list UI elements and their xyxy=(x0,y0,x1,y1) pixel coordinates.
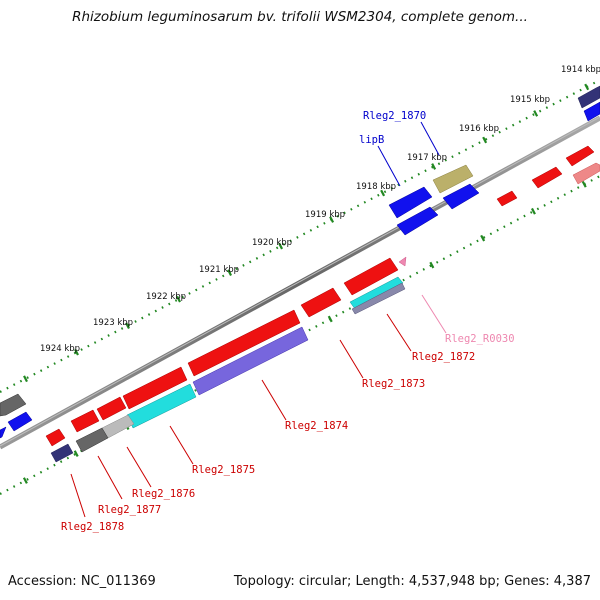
gene-label[interactable]: Rleg2_1878 xyxy=(61,521,124,533)
genes-reverse xyxy=(45,256,407,463)
gene-block[interactable] xyxy=(101,414,135,439)
tick-mark xyxy=(380,189,386,197)
gene-block[interactable] xyxy=(122,366,188,410)
scale-label: 1923 kbp xyxy=(93,318,133,328)
gene-block[interactable] xyxy=(45,428,66,447)
gene-block[interactable] xyxy=(75,427,109,453)
scale-label: 1918 kbp xyxy=(356,182,396,192)
gene-block[interactable] xyxy=(577,85,600,109)
tick-mark xyxy=(73,450,79,457)
gene-block[interactable] xyxy=(531,166,563,189)
gene-block[interactable] xyxy=(349,276,404,310)
map-title: Rhizobium leguminosarum bv. trifolii WSM… xyxy=(72,9,528,25)
tick-mark xyxy=(176,295,182,303)
gene-label[interactable]: Rleg2_1876 xyxy=(132,488,195,500)
scale-labels: 1914 kbp 1915 kbp 1916 kbp 1917 kbp 1918… xyxy=(40,65,600,354)
tick-mark xyxy=(482,136,488,144)
outer-major-ticks xyxy=(23,83,590,383)
tick-mark xyxy=(429,261,435,269)
outer-scale-ring xyxy=(0,79,600,393)
gene-block[interactable] xyxy=(300,287,342,318)
scale-label: 1924 kbp xyxy=(40,344,80,354)
tick-mark xyxy=(431,163,437,170)
gene-block[interactable] xyxy=(192,326,309,396)
gene-block[interactable] xyxy=(50,443,74,463)
gene-block[interactable] xyxy=(7,411,33,432)
accession-label: Accession: NC_011369 xyxy=(8,574,156,589)
scale-label: 1916 kbp xyxy=(459,124,499,134)
scale-label: 1922 kbp xyxy=(146,292,186,302)
gene-block[interactable] xyxy=(398,256,407,267)
gene-block[interactable] xyxy=(0,393,27,417)
gene-block[interactable] xyxy=(70,409,100,433)
gene-label[interactable]: Rleg2_1874 xyxy=(285,420,348,432)
tick-mark xyxy=(125,322,130,330)
tick-mark xyxy=(74,348,79,356)
scale-label: 1915 kbp xyxy=(510,95,550,105)
tick-mark xyxy=(327,315,333,323)
genome-backbone-highlight xyxy=(0,116,600,447)
scale-label: 1919 kbp xyxy=(305,210,345,220)
gene-block[interactable] xyxy=(343,257,399,296)
tick-mark xyxy=(329,216,335,223)
tick-mark xyxy=(480,234,486,242)
scale-label: 1917 kbp xyxy=(407,153,447,163)
callout-lines xyxy=(70,121,447,518)
scale-label: 1920 kbp xyxy=(252,238,292,248)
gene-label[interactable]: Rleg2_1870 xyxy=(363,110,426,122)
gene-block[interactable] xyxy=(187,309,301,377)
gene-block[interactable] xyxy=(572,162,600,185)
gene-block[interactable] xyxy=(351,282,406,315)
tick-mark xyxy=(227,269,233,276)
gene-block[interactable] xyxy=(442,183,480,210)
tick-mark xyxy=(584,83,590,91)
gene-label[interactable]: Rleg2_1872 xyxy=(412,351,475,363)
gene-block[interactable] xyxy=(496,190,518,207)
genome-backbone xyxy=(0,115,600,450)
tick-mark xyxy=(581,180,587,188)
gene-block[interactable] xyxy=(96,396,127,421)
gene-block[interactable] xyxy=(0,426,7,439)
tick-mark xyxy=(23,375,28,383)
gene-label[interactable]: lipB xyxy=(359,134,384,146)
scale-label: 1921 kbp xyxy=(199,265,239,275)
scale-label: 1914 kbp xyxy=(561,65,600,75)
genes-forward xyxy=(0,85,600,439)
tick-mark xyxy=(533,110,539,117)
gene-block[interactable] xyxy=(432,164,474,194)
gene-block[interactable] xyxy=(396,206,439,236)
gene-labels: Rleg2_1870 lipB Rleg2_R0030 Rleg2_1872 R… xyxy=(61,110,515,533)
tick-mark xyxy=(22,477,28,484)
gene-label[interactable]: Rleg2_R0030 xyxy=(445,333,515,345)
gene-block[interactable] xyxy=(388,186,433,219)
tick-mark xyxy=(530,207,536,215)
tick-mark xyxy=(278,242,284,250)
gene-block[interactable] xyxy=(565,145,595,167)
gene-block[interactable] xyxy=(583,101,600,122)
gene-label[interactable]: Rleg2_1875 xyxy=(192,464,255,476)
genome-summary: Topology: circular; Length: 4,537,948 bp… xyxy=(233,574,591,589)
gene-label[interactable]: Rleg2_1877 xyxy=(98,504,161,516)
gene-label[interactable]: Rleg2_1873 xyxy=(362,378,425,390)
